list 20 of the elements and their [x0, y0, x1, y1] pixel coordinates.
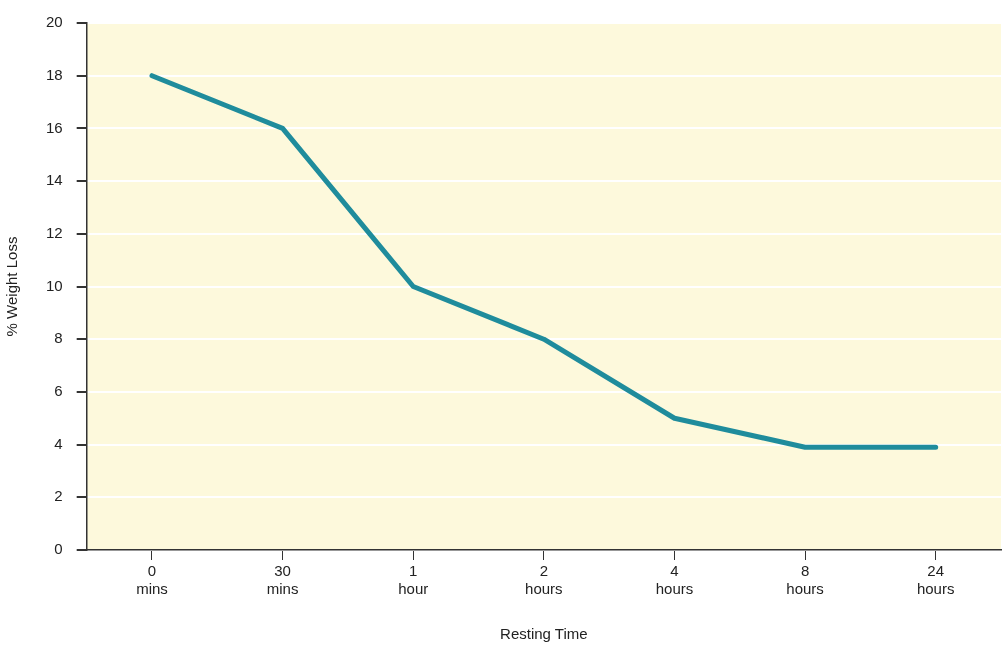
y-axis-title: % Weight Loss [3, 236, 21, 337]
y-tick-label: 4 [54, 434, 63, 452]
y-tick-label: 8 [54, 329, 63, 347]
x-tick-label: 4 hours [655, 562, 694, 598]
y-tick-label: 12 [46, 223, 63, 241]
y-tick-label: 0 [54, 540, 63, 558]
y-tick-label: 2 [54, 487, 63, 505]
x-tick-label: 30 mins [266, 562, 299, 598]
y-tick-label: 18 [46, 65, 63, 83]
x-tick-label: 2 hours [525, 562, 563, 598]
y-tick-label: 6 [54, 382, 63, 400]
x-axis-title: Resting Time [500, 625, 588, 643]
y-tick-label: 14 [46, 171, 63, 189]
y-tick-label: 20 [46, 13, 63, 31]
x-tick-label: 24 hours [916, 562, 955, 598]
y-tick-label: 16 [46, 118, 63, 136]
x-tick-label: 8 hours [786, 562, 824, 598]
x-tick-label: 0 mins [136, 562, 168, 598]
x-tick-label: 1 hour [398, 562, 429, 598]
y-tick-label: 10 [46, 276, 63, 294]
